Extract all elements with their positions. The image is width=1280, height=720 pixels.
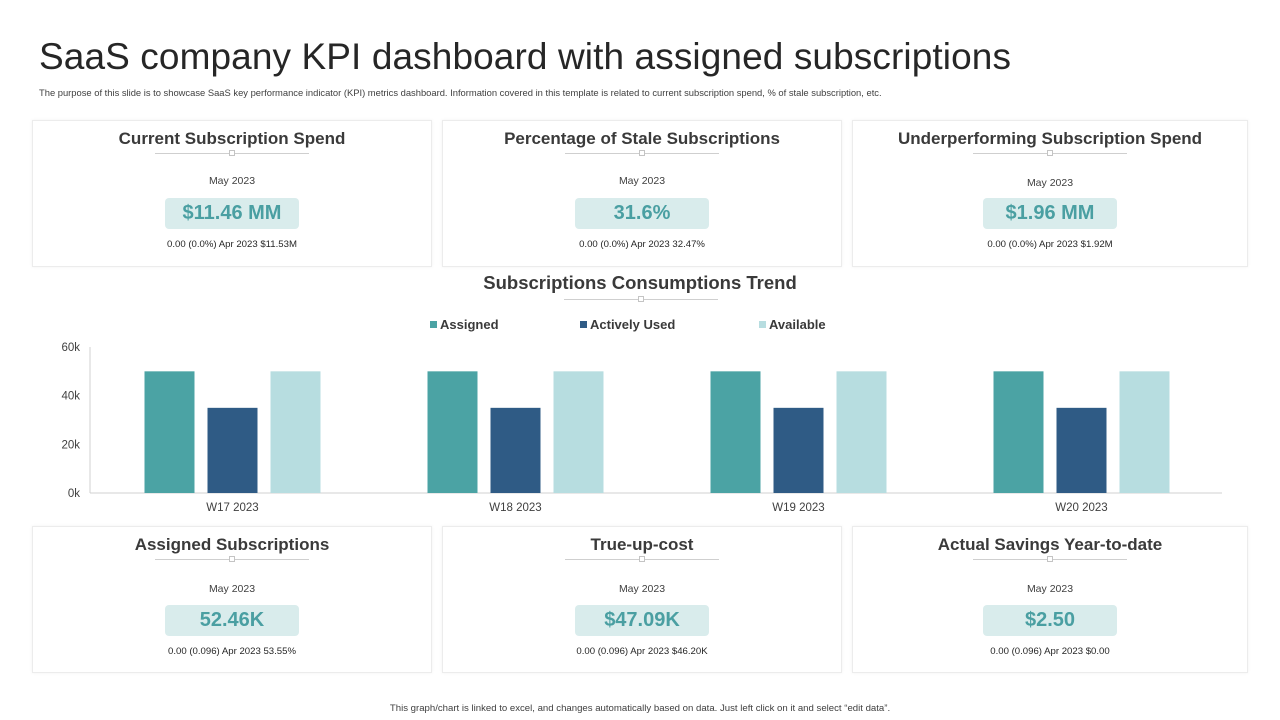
kpi-footnote: 0.00 (0.096) Apr 2023 $0.00	[990, 646, 1110, 657]
footer-note: This graph/chart is linked to excel, and…	[389, 703, 891, 714]
bar-assigned-w19-2023	[710, 371, 761, 493]
x-tick-label: W18 2023	[489, 502, 541, 514]
title-divider	[973, 150, 1127, 156]
chart-legend: Assigned Actively Used Available	[0, 317, 1280, 333]
legend-item-assigned[interactable]: Assigned	[430, 317, 499, 332]
kpi-value: 52.46K	[165, 605, 299, 636]
kpi-value: $2.50	[983, 605, 1117, 636]
kpi-footnote: 0.00 (0.0%) Apr 2023 $1.92M	[987, 239, 1113, 250]
x-tick-label: W20 2023	[1055, 502, 1107, 514]
kpi-date: May 2023	[208, 175, 256, 187]
kpi-date: May 2023	[1026, 583, 1074, 595]
legend-swatch-actively-used	[580, 321, 587, 328]
kpi-card-underperforming-spend[interactable]: Underperforming Subscription Spend May 2…	[852, 120, 1248, 267]
kpi-footnote: 0.00 (0.096) Apr 2023 53.55%	[167, 646, 296, 657]
kpi-card-true-up-cost[interactable]: True-up-cost May 2023 $47.09K 0.00 (0.09…	[442, 526, 842, 673]
bar-assigned-w20-2023	[993, 371, 1044, 493]
kpi-title: Current Subscription Spend	[118, 129, 346, 148]
legend-label: Available	[769, 317, 826, 332]
y-tick-label: 60k	[61, 342, 80, 354]
bar-available-w18-2023	[553, 371, 604, 493]
title-divider	[155, 556, 309, 562]
x-tick-label: W19 2023	[772, 502, 824, 514]
bar-assigned-w17-2023	[144, 371, 195, 493]
title-divider	[565, 556, 719, 562]
title-divider	[973, 556, 1127, 562]
chart-title: Subscriptions Consumptions Trend	[483, 272, 797, 293]
kpi-title: Assigned Subscriptions	[134, 535, 330, 554]
kpi-date: May 2023	[618, 583, 666, 595]
kpi-card-current-subscription-spend[interactable]: Current Subscription Spend May 2023 $11.…	[32, 120, 432, 267]
title-divider	[565, 150, 719, 156]
legend-item-actively-used[interactable]: Actively Used	[580, 317, 675, 332]
bar-actively-used-w19-2023	[773, 407, 824, 493]
y-tick-label: 0k	[68, 488, 80, 500]
legend-swatch-available	[759, 321, 766, 328]
kpi-title: Underperforming Subscription Spend	[897, 129, 1203, 148]
kpi-footnote: 0.00 (0.0%) Apr 2023 32.47%	[579, 239, 705, 250]
kpi-value: 31.6%	[575, 198, 709, 229]
legend-label: Assigned	[440, 317, 499, 332]
bar-available-w17-2023	[270, 371, 321, 493]
page-title: SaaS company KPI dashboard with assigned…	[39, 36, 1012, 77]
kpi-title: Actual Savings Year-to-date	[937, 535, 1163, 554]
kpi-footnote: 0.00 (0.096) Apr 2023 $46.20K	[576, 646, 708, 657]
chart-title-divider	[564, 296, 718, 302]
kpi-title: True-up-cost	[590, 535, 694, 554]
legend-label: Actively Used	[590, 317, 676, 332]
bar-chart[interactable]: 0k 20k 40k 60k W17 2023 W18 2023 W19 2023 W20 2…	[0, 335, 1280, 520]
kpi-title: Percentage of Stale Subscriptions	[504, 129, 780, 148]
bar-assigned-w18-2023	[427, 371, 478, 493]
kpi-date: May 2023	[618, 175, 666, 187]
kpi-date: May 2023	[208, 583, 256, 595]
bar-actively-used-w18-2023	[490, 407, 541, 493]
bar-actively-used-w17-2023	[207, 407, 258, 493]
x-tick-label: W17 2023	[206, 502, 258, 514]
kpi-value: $11.46 MM	[165, 198, 299, 229]
title-divider	[155, 150, 309, 156]
kpi-value: $47.09K	[575, 605, 709, 636]
bar-actively-used-w20-2023	[1056, 407, 1107, 493]
y-tick-label: 20k	[61, 439, 80, 451]
kpi-footnote: 0.00 (0.0%) Apr 2023 $11.53M	[167, 239, 297, 250]
legend-swatch-assigned	[430, 321, 437, 328]
kpi-card-stale-subscriptions[interactable]: Percentage of Stale Subscriptions May 20…	[442, 120, 842, 267]
page-subtitle: The purpose of this slide is to showcase…	[39, 87, 882, 98]
bar-available-w20-2023	[1119, 371, 1170, 493]
kpi-card-assigned-subscriptions[interactable]: Assigned Subscriptions May 2023 52.46K 0…	[32, 526, 432, 673]
kpi-date: May 2023	[1026, 177, 1074, 189]
kpi-card-actual-savings-ytd[interactable]: Actual Savings Year-to-date May 2023 $2.…	[852, 526, 1248, 673]
legend-item-available[interactable]: Available	[759, 317, 826, 332]
kpi-value: $1.96 MM	[983, 198, 1117, 229]
bar-available-w19-2023	[836, 371, 887, 493]
y-tick-label: 40k	[61, 391, 80, 403]
